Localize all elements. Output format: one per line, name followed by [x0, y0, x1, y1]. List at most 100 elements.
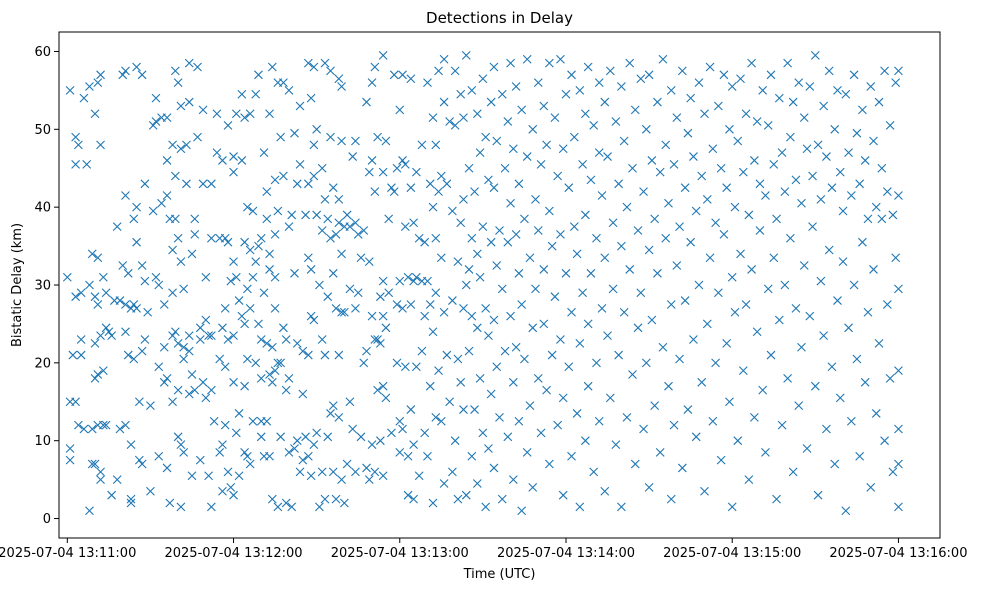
data-point — [279, 78, 288, 87]
data-point — [306, 93, 316, 103]
data-point — [334, 74, 344, 84]
data-point — [484, 175, 493, 185]
data-point — [218, 440, 227, 449]
data-point — [838, 206, 848, 216]
x-tick-label: 2025-07-04 13:15:00 — [663, 546, 801, 561]
data-point — [561, 268, 571, 278]
data-point — [328, 268, 338, 278]
data-point — [450, 66, 460, 76]
data-point — [799, 113, 809, 123]
data-point — [558, 490, 568, 500]
data-point — [320, 58, 330, 68]
data-point — [727, 82, 737, 91]
data-point — [270, 175, 280, 185]
data-point — [461, 490, 471, 500]
data-point — [786, 233, 795, 243]
data-point — [725, 397, 734, 407]
data-point — [148, 121, 158, 130]
data-point — [500, 163, 510, 173]
data-point — [544, 58, 554, 68]
data-point — [303, 253, 313, 263]
data-point — [783, 58, 793, 68]
data-point — [805, 82, 815, 91]
data-point — [370, 62, 380, 72]
data-point — [198, 179, 208, 189]
data-point — [206, 385, 216, 395]
data-point — [666, 494, 676, 504]
data-point — [533, 78, 543, 87]
data-point — [617, 82, 626, 91]
data-point — [121, 191, 130, 200]
data-point — [409, 218, 419, 228]
data-point — [575, 338, 585, 348]
data-point — [303, 179, 313, 189]
data-point — [508, 475, 518, 485]
data-point — [115, 296, 125, 305]
data-point — [168, 140, 177, 150]
data-point — [558, 144, 568, 154]
data-point — [819, 101, 829, 111]
data-point — [240, 447, 250, 457]
data-point — [162, 191, 172, 200]
data-point — [758, 385, 768, 395]
data-point — [564, 183, 574, 193]
data-point — [600, 253, 610, 263]
data-point — [96, 70, 105, 80]
data-point — [71, 292, 81, 302]
data-point — [395, 105, 405, 115]
data-point — [245, 303, 255, 313]
data-point — [603, 152, 612, 161]
data-point — [173, 432, 183, 442]
data-point — [420, 311, 430, 321]
data-point — [849, 70, 859, 80]
data-point — [306, 311, 316, 321]
data-point — [428, 498, 438, 508]
data-point — [439, 54, 449, 64]
data-point — [489, 315, 499, 325]
data-point — [633, 323, 643, 333]
data-point — [206, 331, 216, 340]
data-point — [730, 307, 740, 317]
data-point — [367, 311, 377, 321]
data-point — [539, 101, 549, 111]
data-point — [392, 358, 402, 368]
data-point — [423, 276, 432, 286]
data-point — [306, 471, 316, 481]
data-point — [481, 132, 491, 142]
data-point — [472, 109, 482, 119]
data-point — [140, 335, 150, 344]
data-point — [245, 245, 255, 255]
data-point — [231, 272, 241, 282]
data-point — [580, 109, 590, 119]
data-point — [716, 455, 726, 465]
data-point — [686, 237, 696, 247]
data-point — [517, 506, 527, 516]
data-point — [140, 179, 150, 189]
data-point — [423, 78, 432, 87]
data-point — [298, 455, 308, 465]
data-point — [669, 420, 679, 430]
data-point — [326, 409, 335, 418]
data-point — [442, 350, 452, 360]
data-point — [328, 183, 338, 193]
data-point — [420, 428, 430, 438]
data-point — [835, 393, 845, 403]
data-point — [608, 284, 618, 294]
data-point — [700, 486, 709, 496]
data-point — [475, 374, 485, 383]
data-point — [85, 506, 94, 516]
data-point — [755, 226, 765, 235]
data-point — [481, 303, 491, 313]
data-point — [611, 117, 621, 126]
data-point — [179, 284, 189, 294]
x-tick-label: 2025-07-04 13:14:00 — [497, 546, 635, 561]
x-tick-label: 2025-07-04 13:13:00 — [331, 546, 469, 561]
data-point — [179, 447, 189, 457]
y-axis-label: Bistatic Delay (km) — [10, 223, 25, 347]
data-point — [328, 467, 338, 477]
data-point — [151, 117, 161, 126]
data-point — [137, 459, 147, 469]
data-point — [431, 288, 441, 298]
data-point — [234, 471, 244, 481]
data-point — [436, 416, 446, 426]
